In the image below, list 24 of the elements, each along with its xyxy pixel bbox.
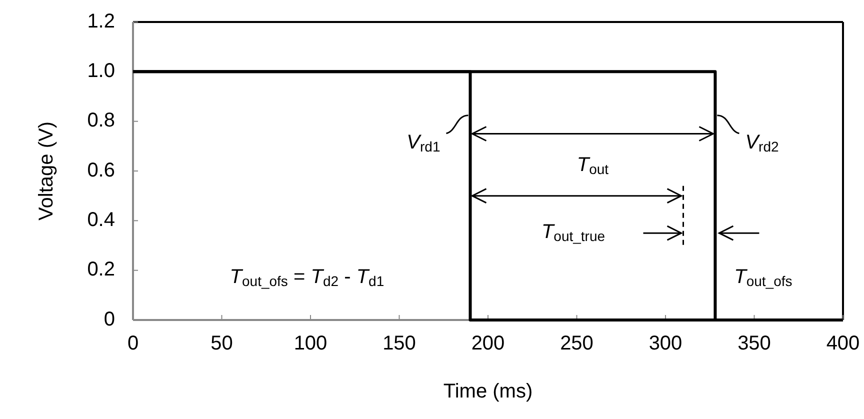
x-tick-label: 100 [294,332,328,354]
legend-label: V$_{rd2}$ [745,132,779,154]
y-tick-label: 0.6 [87,159,115,182]
annotation: T$_{out}$ [576,154,609,177]
x-tick-label: 300 [648,332,682,354]
x-tick-label: 400 [826,332,860,354]
x-tick-label: 200 [471,332,505,354]
annotation: T$_{out_true}$ [541,221,606,244]
x-tick-label: 250 [560,332,594,354]
y-tick-label: 0.4 [87,208,115,231]
y-tick-label: 1.0 [87,60,115,82]
x-tick-label: 350 [738,332,771,354]
x-tick-label: 0 [127,332,139,354]
legend-label: V$_{rd1}$ [406,132,440,154]
annotation: T$_{out_ofs}$ = T$_{d2}$ - T$_{d1}$ [230,266,384,289]
y-tick-label: 1.2 [87,10,115,32]
x-tick-label: 150 [382,332,416,354]
y-tick-label: 0 [104,308,115,330]
y-axis-title: Voltage (V) [35,122,58,220]
y-tick-label: 0.2 [87,258,115,281]
x-tick-label: 50 [210,332,233,354]
x-axis-title: Time (ms) [443,380,533,402]
y-tick-label: 0.8 [87,110,115,132]
annotation: T$_{out_ofs}$ [734,266,792,289]
